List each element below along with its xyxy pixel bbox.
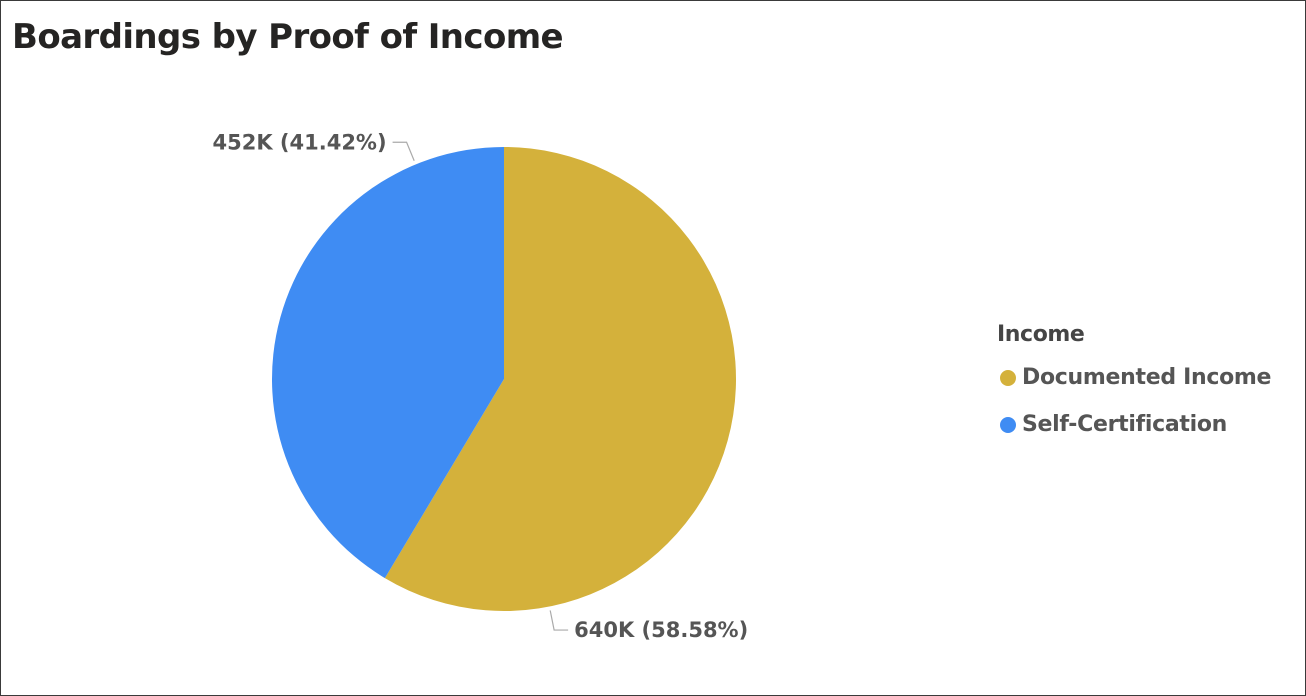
legend-label-self-certification: Self-Certification xyxy=(1022,412,1228,437)
legend-label-documented-income: Documented Income xyxy=(1022,365,1272,390)
data-label-self-certification: 452K (41.42%) xyxy=(212,130,386,154)
legend-item-self-certification[interactable]: Self-Certification xyxy=(997,401,1271,448)
data-label-documented-income: 640K (58.58%) xyxy=(574,618,748,642)
legend: Income Documented Income Self-Certificat… xyxy=(997,316,1271,448)
chart-title: Boardings by Proof of Income xyxy=(12,17,564,57)
leader-line-self-certification xyxy=(392,141,415,161)
legend-item-documented-income[interactable]: Documented Income xyxy=(997,354,1271,401)
legend-marker-self-certification xyxy=(1000,416,1016,433)
legend-title: Income xyxy=(997,322,1085,347)
pie-slice-self-certification[interactable] xyxy=(272,147,504,579)
leader-line-documented-income xyxy=(549,610,569,631)
pie-slice-documented-income[interactable] xyxy=(384,147,737,611)
legend-marker-documented-income xyxy=(1000,369,1016,386)
